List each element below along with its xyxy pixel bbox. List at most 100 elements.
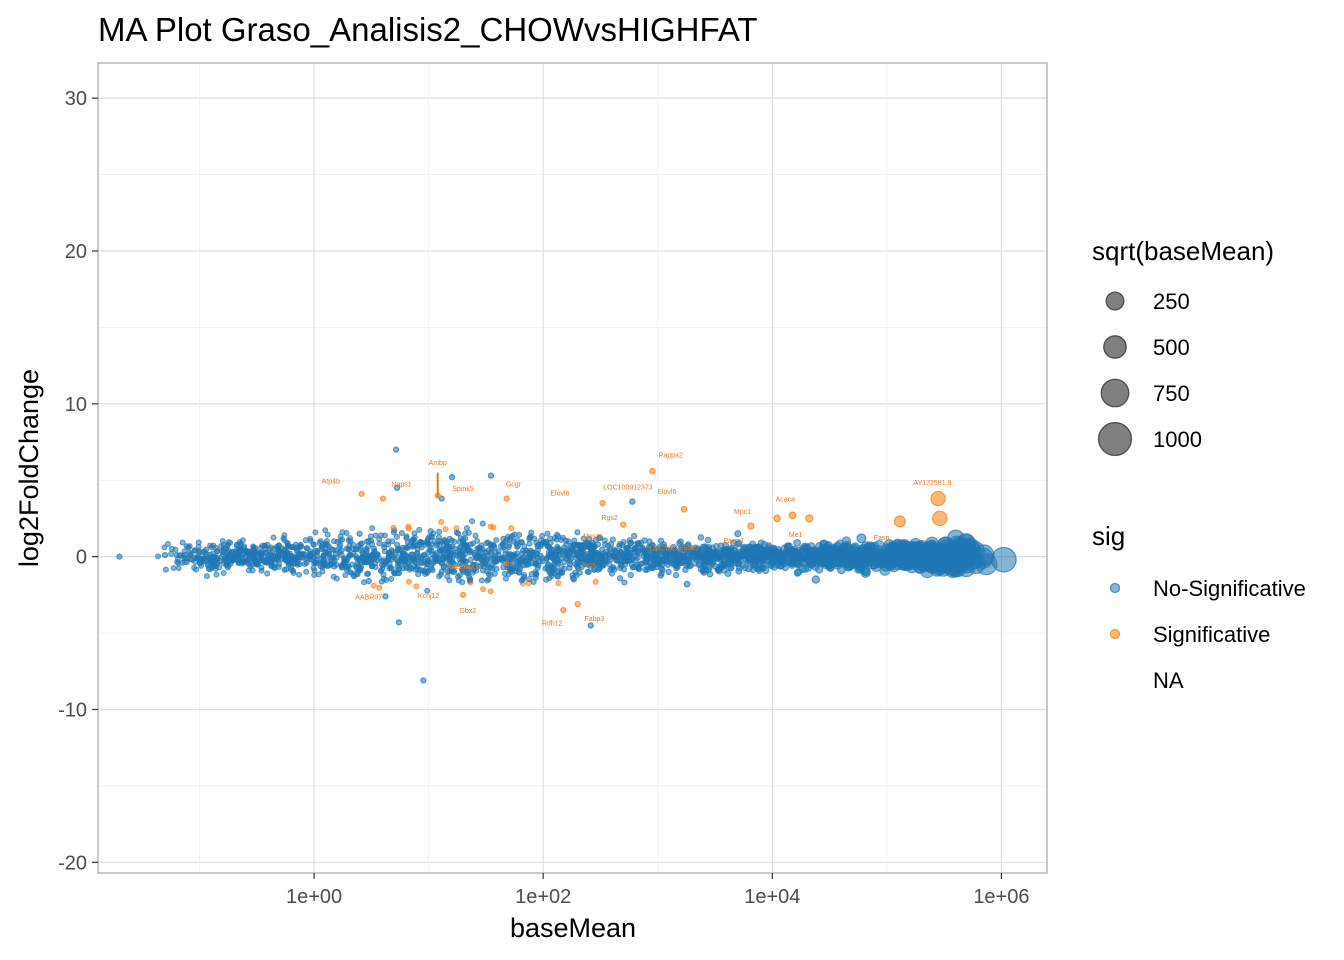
data-point — [574, 529, 581, 536]
color-legend-label: NA — [1153, 668, 1184, 693]
data-point — [207, 566, 214, 573]
no-significative-point — [395, 619, 402, 626]
no-significative-point — [320, 541, 327, 548]
data-point — [301, 560, 308, 567]
data-point — [656, 548, 663, 556]
data-point — [376, 540, 383, 547]
data-point — [268, 562, 275, 569]
data-point — [620, 539, 627, 546]
data-point — [738, 551, 746, 559]
color-legend-key — [1109, 582, 1121, 594]
data-point — [635, 565, 642, 572]
data-point — [632, 557, 639, 564]
color-legend-label: No-Significative — [1153, 576, 1306, 601]
data-point — [264, 556, 271, 563]
data-point — [312, 529, 319, 536]
data-point — [568, 544, 575, 551]
size-legend-key — [1097, 421, 1133, 457]
data-point — [622, 561, 629, 568]
no-significative-point — [438, 495, 445, 502]
data-point — [646, 559, 653, 566]
data-point — [380, 557, 387, 564]
gene-label: Spink5 — [452, 486, 474, 493]
data-point — [793, 558, 802, 567]
data-point — [883, 539, 895, 551]
data-point — [720, 558, 728, 565]
data-point — [376, 584, 383, 591]
data-point — [347, 569, 354, 576]
data-point — [854, 564, 864, 574]
data-point — [922, 540, 938, 555]
data-point — [296, 561, 303, 568]
data-point — [596, 534, 603, 542]
data-point — [608, 565, 615, 572]
data-point — [582, 552, 589, 559]
data-point — [518, 539, 525, 546]
data-point — [449, 543, 456, 550]
data-point — [422, 541, 429, 548]
data-point — [386, 565, 393, 572]
data-point — [574, 559, 581, 566]
data-point — [186, 549, 193, 556]
data-point — [172, 546, 179, 553]
data-point — [222, 549, 229, 556]
significative-point — [932, 510, 948, 527]
data-point — [366, 555, 373, 562]
data-point — [510, 554, 517, 561]
data-point — [825, 556, 834, 565]
data-point — [516, 563, 523, 571]
data-point — [502, 538, 509, 546]
data-point — [815, 565, 824, 574]
data-point — [516, 531, 523, 538]
data-point — [735, 567, 743, 575]
significative-point — [379, 495, 387, 502]
no-significative-point — [251, 547, 258, 554]
data-point — [317, 563, 324, 570]
data-point — [642, 566, 649, 573]
no-significative-point — [900, 541, 914, 554]
data-point — [526, 540, 533, 547]
data-point — [566, 564, 573, 571]
significative-point — [599, 499, 606, 507]
data-point — [573, 552, 581, 559]
data-point — [628, 561, 636, 569]
data-point — [673, 564, 680, 572]
data-point — [672, 571, 680, 579]
data-point — [502, 546, 509, 553]
data-point — [294, 547, 301, 554]
data-point — [505, 551, 512, 558]
data-point — [464, 564, 472, 571]
data-point — [237, 554, 244, 561]
size-legend-label: 1000 — [1153, 427, 1202, 452]
no-significative-point — [587, 622, 594, 629]
data-point — [414, 550, 421, 557]
data-point — [378, 578, 385, 585]
data-point — [681, 553, 688, 560]
data-point — [563, 541, 570, 548]
data-point — [616, 575, 624, 582]
data-point — [472, 532, 479, 539]
data-point — [295, 556, 302, 563]
data-point — [490, 542, 497, 549]
gene-label: Zim1 — [581, 562, 597, 569]
data-point — [631, 532, 638, 540]
significative-point — [649, 467, 656, 475]
no-significative-point — [856, 533, 867, 544]
data-point — [799, 546, 808, 555]
size-legend-label: 750 — [1153, 381, 1190, 406]
data-point — [181, 558, 188, 565]
data-point — [463, 525, 470, 532]
data-point — [841, 542, 852, 552]
data-point — [380, 571, 387, 578]
no-significative-point — [285, 561, 292, 568]
gene-labels: Ambp Atp4b Naps1 Spink5 Gcgr Elovl6 LOC1009123… — [322, 452, 952, 627]
data-point — [661, 552, 669, 560]
data-point — [731, 546, 739, 554]
data-point — [533, 560, 540, 567]
data-point — [533, 550, 540, 557]
gene-label: Pappa2 — [659, 452, 683, 459]
gene-label: Acaca — [776, 497, 796, 504]
data-point — [416, 526, 423, 533]
data-point — [405, 523, 412, 530]
data-point — [490, 524, 497, 531]
